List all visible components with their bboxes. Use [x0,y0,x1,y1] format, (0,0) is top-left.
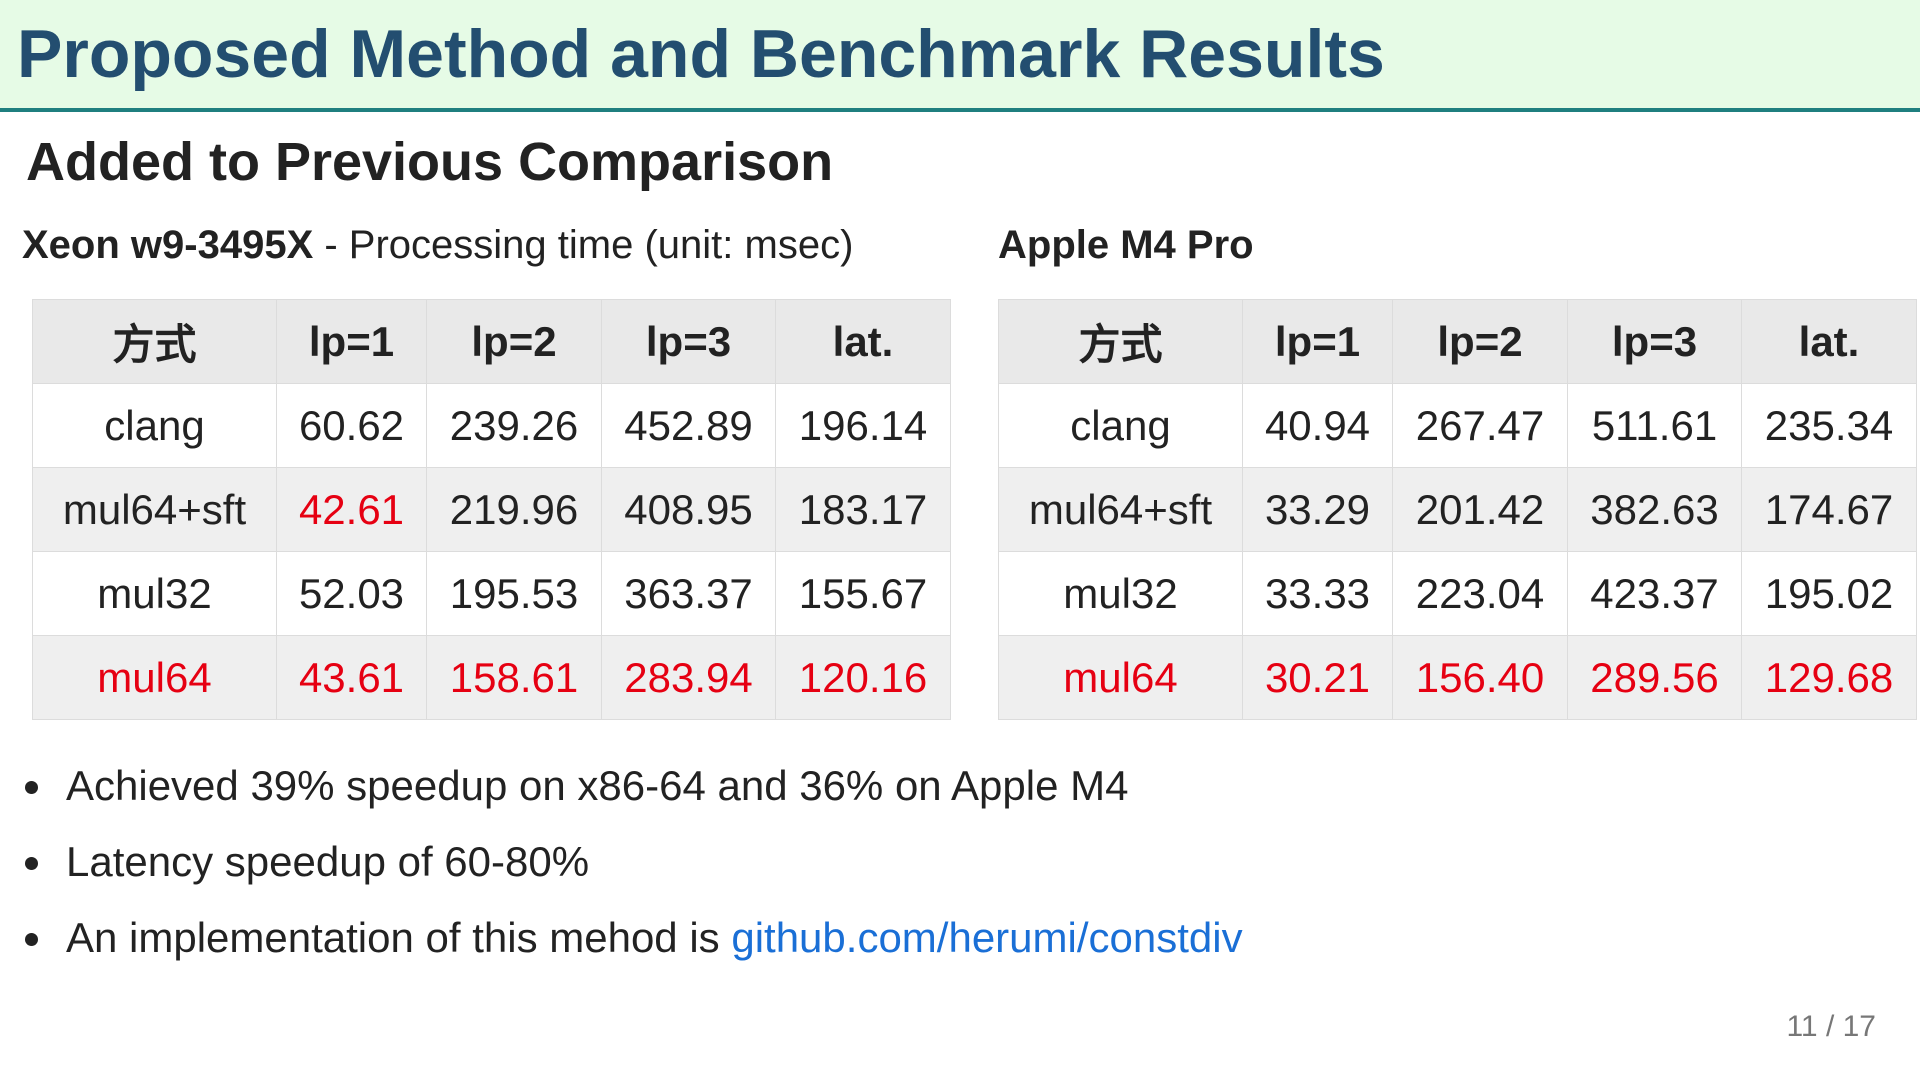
table-row: mul64+sft 33.29 201.42 382.63 174.67 [998,467,1917,552]
table-cell: mul32 [32,551,277,636]
results-table: 方式 lp=1 lp=2 lp=3 lat. clang 40.94 267.47 511.61… [998,299,1917,720]
header-row: 方式 lp=1 lp=2 lp=3 lat. [998,299,1917,384]
bullet-text: Latency speedup of 60-80% [66,838,590,885]
page-number: 11 / 17 [1786,1010,1876,1043]
table-cell: mul64 [32,635,277,720]
table-row: mul64+sft 42.61 219.96 408.95 183.17 [32,467,951,552]
table-cell: 42.61 [276,467,427,552]
table-cell: 52.03 [276,551,427,636]
bullet-text: An implementation of this mehod is [66,914,732,961]
caption-bold: Apple M4 Pro [998,223,1254,267]
table-cell: 289.56 [1567,635,1742,720]
table-cell: 155.67 [775,551,951,636]
table-cell: 283.94 [601,635,776,720]
column-header: lp=3 [1567,299,1742,384]
table-cell: 219.96 [426,467,602,552]
results-table: 方式 lp=1 lp=2 lp=3 lat. clang 60.62 239.26 452.89… [32,299,951,720]
table-cell: clang [998,383,1243,468]
table-cell: mul64 [998,635,1243,720]
table-cell: 40.94 [1242,383,1393,468]
table-caption: Xeon w9-3495X - Processing time (unit: m… [22,218,853,272]
table-cell: 452.89 [601,383,776,468]
column-header: lp=1 [1242,299,1393,384]
caption-text: - Processing time (unit: msec) [313,223,854,267]
slide-title: Proposed Method and Benchmark Results [17,16,1385,92]
table-cell: clang [32,383,277,468]
bullet-text: Achieved 39% speedup on x86-64 and 36% o… [66,762,1129,809]
table-cell: 235.34 [1741,383,1917,468]
column-header: lat. [1741,299,1917,384]
table-cell: 30.21 [1242,635,1393,720]
bullet-item: Latency speedup of 60-80% [0,824,1243,900]
table-cell: 267.47 [1392,383,1568,468]
table-cell: 423.37 [1567,551,1742,636]
bullet-item: Achieved 39% speedup on x86-64 and 36% o… [0,748,1243,824]
table-row: mul64 30.21 156.40 289.56 129.68 [998,635,1917,720]
column-header: 方式 [998,299,1243,384]
table-cell: 156.40 [1392,635,1568,720]
table-row: clang 40.94 267.47 511.61 235.34 [998,383,1917,468]
table-row: mul32 52.03 195.53 363.37 155.67 [32,551,951,636]
column-header: lp=3 [601,299,776,384]
table-caption: Apple M4 Pro [998,218,1254,272]
table-cell: 43.61 [276,635,427,720]
table-cell: 201.42 [1392,467,1568,552]
bullet-item: An implementation of this mehod is githu… [0,900,1243,976]
table-cell: 382.63 [1567,467,1742,552]
column-header: lp=2 [1392,299,1568,384]
table-cell: mul64+sft [998,467,1243,552]
table-cell: mul32 [998,551,1243,636]
column-header: lat. [775,299,951,384]
table-cell: 33.29 [1242,467,1393,552]
table-cell: 239.26 [426,383,602,468]
table-cell: 511.61 [1567,383,1742,468]
table-cell: 129.68 [1741,635,1917,720]
table-cell: 195.02 [1741,551,1917,636]
table-cell: 158.61 [426,635,602,720]
table-cell: 223.04 [1392,551,1568,636]
table-cell: 363.37 [601,551,776,636]
caption-bold: Xeon w9-3495X [22,223,314,267]
column-header: lp=1 [276,299,427,384]
column-header: lp=2 [426,299,602,384]
table-row: mul64 43.61 158.61 283.94 120.16 [32,635,951,720]
bullet-list: Achieved 39% speedup on x86-64 and 36% o… [0,748,1243,976]
table-row: mul32 33.33 223.04 423.37 195.02 [998,551,1917,636]
table-cell: 183.17 [775,467,951,552]
table-cell: 195.53 [426,551,602,636]
link[interactable]: github.com/herumi/constdiv [731,914,1243,961]
table-row: clang 60.62 239.26 452.89 196.14 [32,383,951,468]
header-bar: Proposed Method and Benchmark Results [0,0,1920,112]
header-row: 方式 lp=1 lp=2 lp=3 lat. [32,299,951,384]
table-cell: 120.16 [775,635,951,720]
table-cell: 60.62 [276,383,427,468]
table-cell: 196.14 [775,383,951,468]
subtitle: Added to Previous Comparison [26,132,834,192]
table-cell: 174.67 [1741,467,1917,552]
table-cell: 408.95 [601,467,776,552]
column-header: 方式 [32,299,277,384]
table-cell: mul64+sft [32,467,277,552]
table-cell: 33.33 [1242,551,1393,636]
